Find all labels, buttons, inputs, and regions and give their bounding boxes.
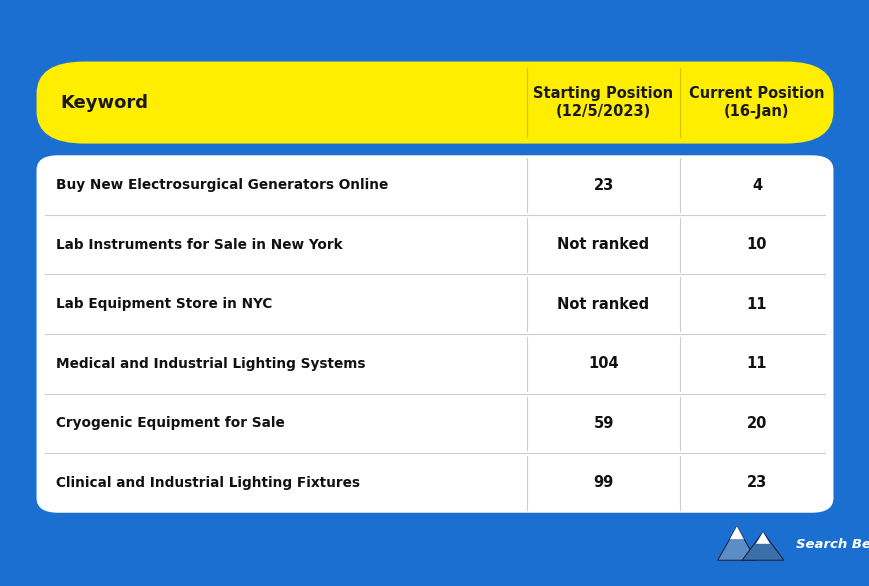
Text: 59: 59 (593, 416, 613, 431)
Text: 23: 23 (593, 178, 613, 193)
Polygon shape (717, 526, 755, 560)
Text: Keyword: Keyword (60, 94, 149, 111)
Text: Cryogenic Equipment for Sale: Cryogenic Equipment for Sale (56, 417, 285, 430)
Text: 10: 10 (746, 237, 766, 252)
Polygon shape (729, 526, 743, 539)
Text: 23: 23 (746, 475, 766, 490)
Text: Lab Instruments for Sale in New York: Lab Instruments for Sale in New York (56, 238, 342, 251)
Text: 4: 4 (751, 178, 761, 193)
FancyBboxPatch shape (36, 62, 833, 144)
FancyBboxPatch shape (36, 155, 833, 513)
Text: 11: 11 (746, 356, 766, 372)
Text: Lab Equipment Store in NYC: Lab Equipment Store in NYC (56, 297, 272, 311)
Text: Starting Position
(12/5/2023): Starting Position (12/5/2023) (533, 86, 673, 120)
Text: 104: 104 (587, 356, 618, 372)
Text: 11: 11 (746, 297, 766, 312)
Text: Not ranked: Not ranked (557, 237, 649, 252)
Text: Search Berg: Search Berg (795, 539, 869, 551)
Text: Not ranked: Not ranked (557, 297, 649, 312)
Polygon shape (755, 532, 769, 544)
Text: 20: 20 (746, 416, 766, 431)
Text: Current Position
(16-Jan): Current Position (16-Jan) (688, 86, 824, 120)
Text: Medical and Industrial Lighting Systems: Medical and Industrial Lighting Systems (56, 357, 366, 371)
Text: 99: 99 (593, 475, 613, 490)
Text: Buy New Electrosurgical Generators Online: Buy New Electrosurgical Generators Onlin… (56, 178, 388, 192)
Polygon shape (741, 532, 783, 560)
Text: Clinical and Industrial Lighting Fixtures: Clinical and Industrial Lighting Fixture… (56, 476, 360, 490)
